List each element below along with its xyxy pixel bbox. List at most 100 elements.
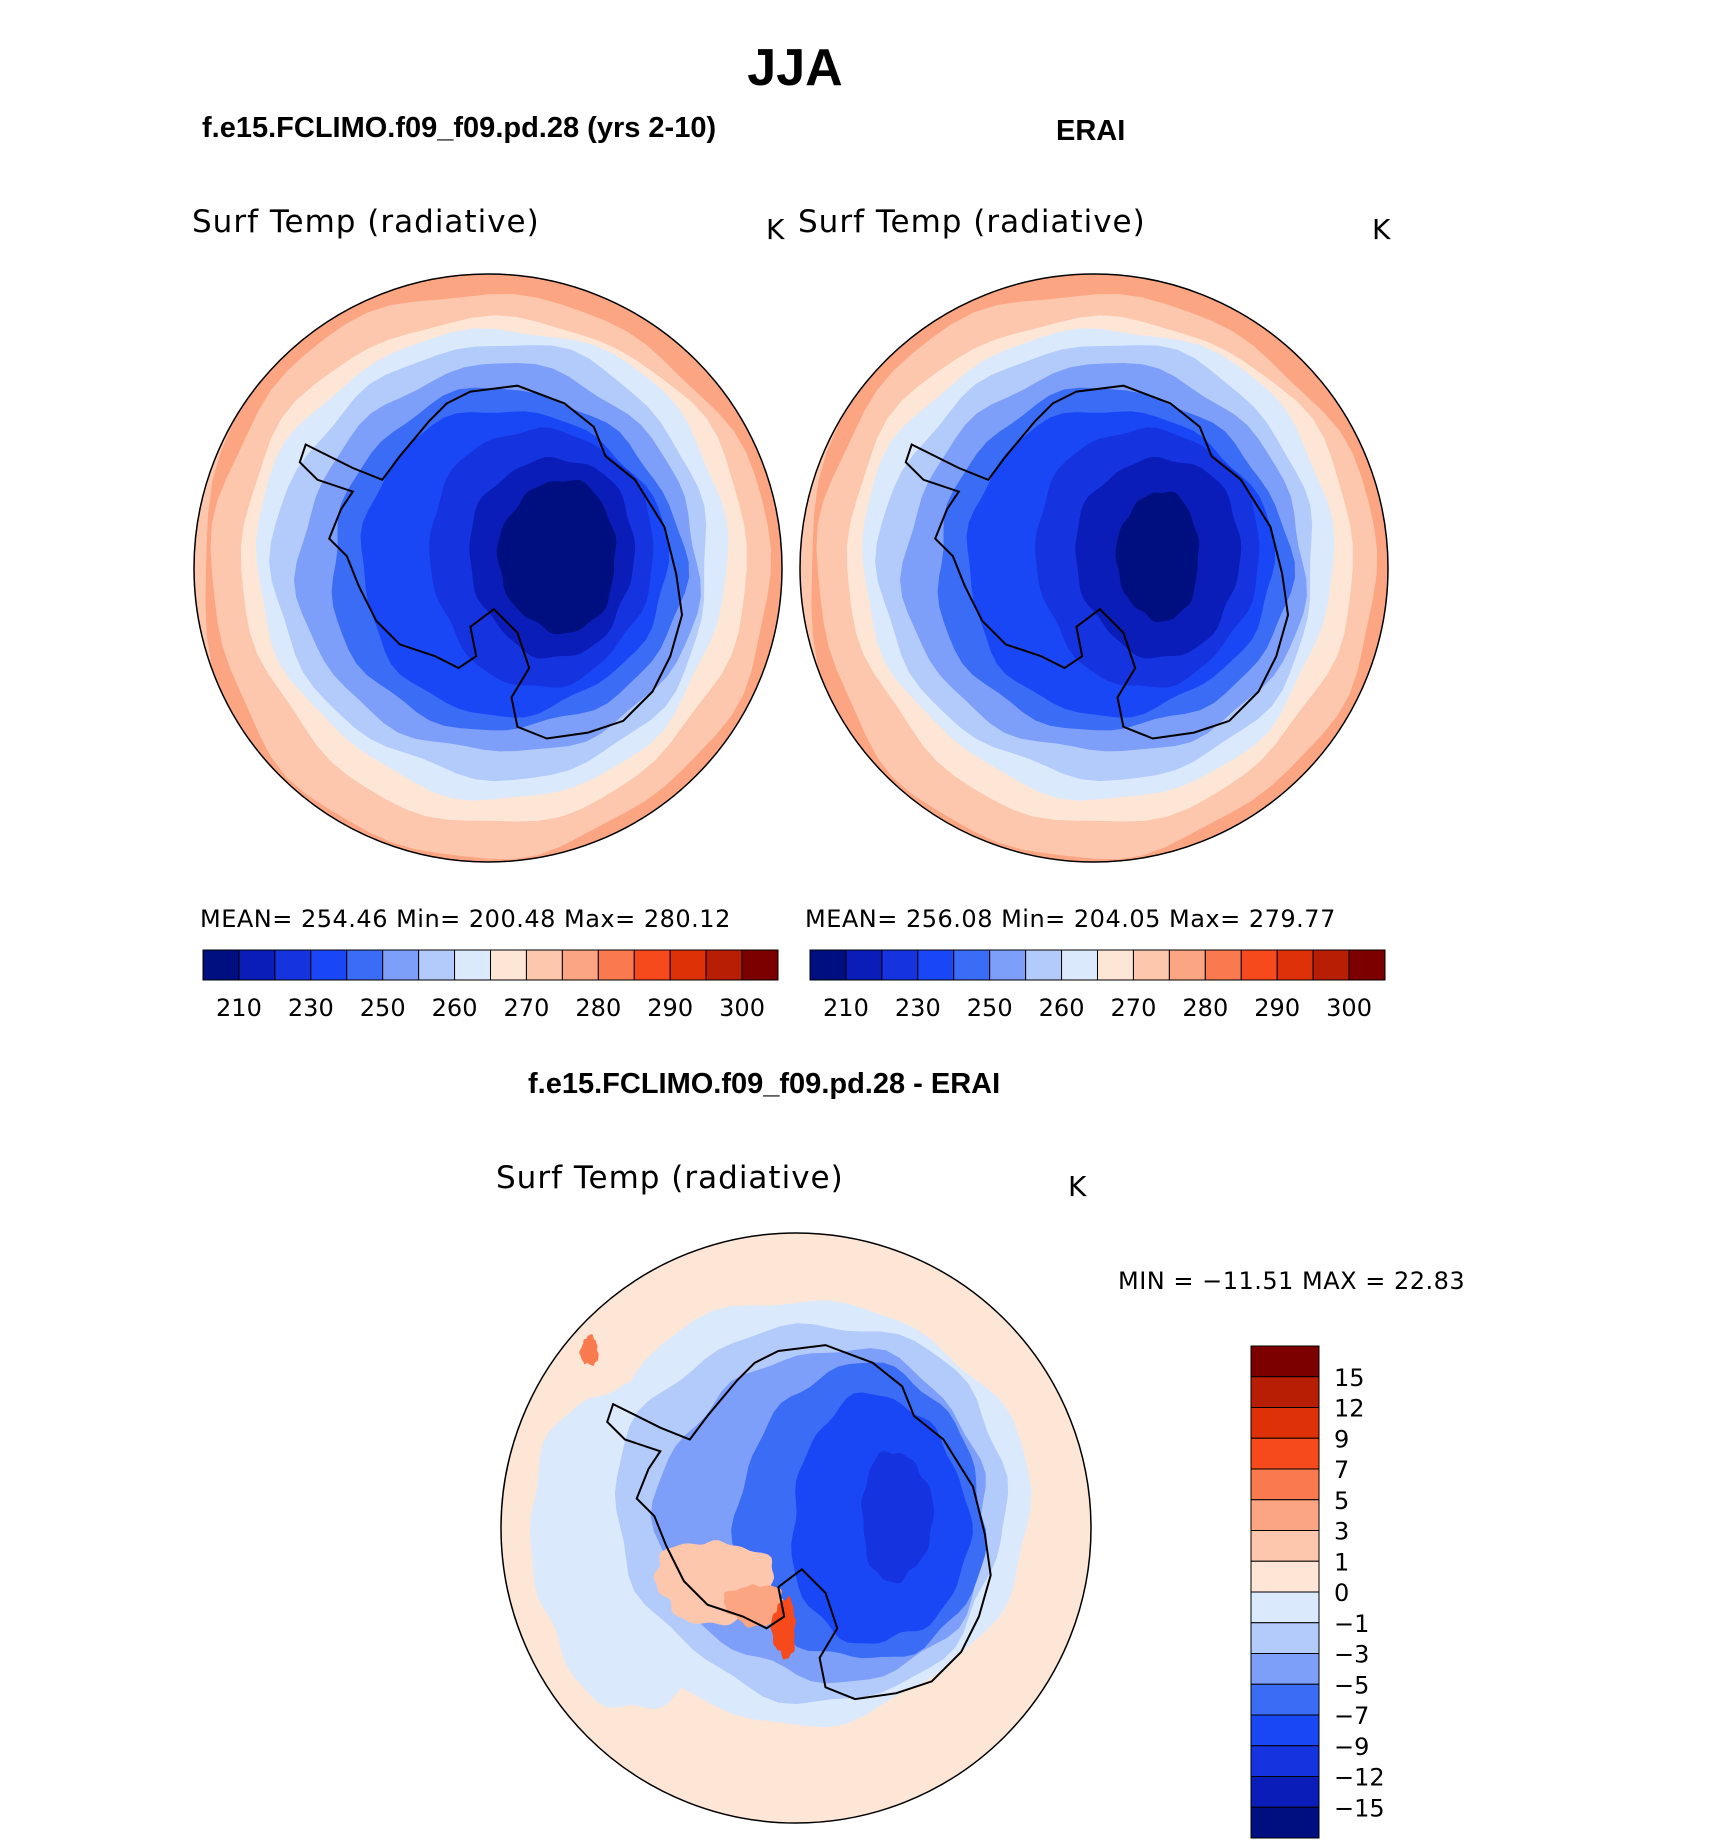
colorbar-box bbox=[705, 949, 743, 981]
colorbar-tick-label: 3 bbox=[1334, 1518, 1349, 1546]
colorbar-box bbox=[1204, 949, 1242, 981]
colorbar-tick-label: 210 bbox=[216, 994, 262, 1022]
panel1-variable-label: Surf Temp (radiative) bbox=[192, 204, 540, 240]
colorbar-tick-label: 12 bbox=[1334, 1395, 1365, 1423]
colorbar-box bbox=[1250, 1653, 1320, 1685]
colorbar-tick-label: 15 bbox=[1334, 1364, 1365, 1392]
colorbar-box bbox=[809, 949, 847, 981]
colorbar-box bbox=[741, 949, 779, 981]
colorbar-box bbox=[1250, 1345, 1320, 1378]
colorbar-box bbox=[1097, 949, 1134, 981]
panel2-units: K bbox=[1372, 213, 1391, 246]
colorbar-box bbox=[1250, 1683, 1320, 1716]
panel1-map-border bbox=[193, 273, 783, 863]
coastline bbox=[298, 384, 684, 740]
panel2-colorbar: 210 230 250 260 270 280 290 300 bbox=[809, 949, 1386, 1022]
colorbar-tick-label: 0 bbox=[1334, 1579, 1349, 1607]
colorbar-tick-label: −12 bbox=[1334, 1764, 1385, 1792]
colorbar-tick-label: 290 bbox=[647, 994, 693, 1022]
plateau-core bbox=[496, 479, 617, 635]
colorbar-box bbox=[274, 949, 312, 981]
diff-title: f.e15.FCLIMO.f09_f09.pd.28 - ERAI bbox=[528, 1068, 1001, 1100]
colorbar-tick-label: 250 bbox=[360, 994, 406, 1022]
colorbar-box bbox=[382, 949, 420, 981]
colorbar-box bbox=[490, 949, 527, 981]
colorbar-box bbox=[238, 949, 276, 981]
colorbar-tick-label: 1 bbox=[1334, 1548, 1349, 1576]
colorbar-box bbox=[1240, 949, 1278, 981]
colorbar-tick-label: 270 bbox=[504, 994, 550, 1022]
colorbar-box bbox=[1250, 1714, 1320, 1747]
colorbar-tick-label: 9 bbox=[1334, 1425, 1349, 1453]
colorbar-box bbox=[1250, 1806, 1320, 1839]
panel1-colorbar: 210 230 250 260 270 280 290 300 bbox=[202, 949, 779, 1022]
panel1-stats: MEAN= 254.46 Min= 200.48 Max= 280.12 bbox=[200, 905, 731, 933]
colorbar-box bbox=[454, 949, 491, 981]
coastline bbox=[904, 384, 1290, 740]
colorbar-box bbox=[881, 949, 919, 981]
colorbar-tick-label: 260 bbox=[432, 994, 478, 1022]
colorbar-tick-label: 290 bbox=[1254, 994, 1300, 1022]
colorbar-box bbox=[1250, 1499, 1320, 1531]
colorbar-box bbox=[1132, 949, 1170, 981]
colorbar-box bbox=[1250, 1468, 1320, 1501]
colorbar-tick-label: −3 bbox=[1334, 1641, 1369, 1669]
panel1-units: K bbox=[766, 213, 785, 246]
colorbar-box bbox=[917, 949, 955, 981]
panel3-stats: MIN = −11.51 MAX = 22.83 bbox=[1118, 1267, 1466, 1295]
colorbar-box bbox=[1276, 949, 1314, 981]
colorbar-tick-label: 260 bbox=[1039, 994, 1085, 1022]
colorbar-box bbox=[1250, 1745, 1320, 1777]
colorbar-box bbox=[1168, 949, 1206, 981]
colorbar-box bbox=[1061, 949, 1098, 981]
colorbar-box bbox=[418, 949, 456, 981]
colorbar-box bbox=[1250, 1376, 1320, 1408]
colorbar-tick-label: −5 bbox=[1334, 1671, 1369, 1699]
colorbar-tick-label: 230 bbox=[895, 994, 941, 1022]
colorbar-box bbox=[1250, 1560, 1320, 1593]
panel2-case-title: ERAI bbox=[1056, 115, 1126, 147]
colorbar-tick-label: −15 bbox=[1334, 1794, 1385, 1822]
colorbar-box bbox=[1312, 949, 1350, 981]
colorbar-tick-label: −9 bbox=[1334, 1733, 1369, 1761]
colorbar-box bbox=[1250, 1407, 1320, 1439]
colorbar-box bbox=[561, 949, 599, 981]
colorbar-tick-label: 5 bbox=[1334, 1487, 1349, 1515]
colorbar-box bbox=[1025, 949, 1063, 981]
colorbar-box bbox=[953, 949, 991, 981]
diff-colorbar: 15 129 7 5 31 0 −1 −3−5 −7 −9 −12−15 bbox=[1250, 1345, 1385, 1839]
panel1-map bbox=[194, 274, 782, 862]
panel2-map bbox=[800, 274, 1388, 862]
panel3-variable-label: Surf Temp (radiative) bbox=[496, 1160, 844, 1196]
colorbar-box bbox=[597, 949, 635, 981]
panel1-case-title: f.e15.FCLIMO.f09_f09.pd.28 (yrs 2-10) bbox=[202, 112, 717, 144]
colorbar-box bbox=[845, 949, 883, 981]
colorbar-tick-label: −1 bbox=[1334, 1610, 1369, 1638]
colorbar-tick-label: 7 bbox=[1334, 1456, 1349, 1484]
diff-map-border bbox=[500, 1232, 1092, 1824]
plateau-core bbox=[1115, 491, 1200, 623]
coastline bbox=[606, 1344, 992, 1701]
diff-core-9 bbox=[861, 1450, 934, 1584]
panel2-map-border bbox=[799, 273, 1389, 863]
colorbar-box bbox=[1250, 1776, 1320, 1808]
colorbar-tick-label: −7 bbox=[1334, 1702, 1369, 1730]
diff-warm-tam bbox=[770, 1595, 796, 1660]
colorbar-tick-label: 230 bbox=[288, 994, 334, 1022]
colorbar-box bbox=[1250, 1437, 1320, 1470]
panel3-units: K bbox=[1068, 1170, 1087, 1203]
panel2-stats: MEAN= 256.08 Min= 204.05 Max= 279.77 bbox=[805, 905, 1336, 933]
main-title: JJA bbox=[747, 39, 843, 97]
colorbar-tick-label: 280 bbox=[575, 994, 621, 1022]
colorbar-box bbox=[669, 949, 707, 981]
colorbar-box bbox=[633, 949, 671, 981]
diff-map bbox=[501, 1233, 1091, 1823]
colorbar-box bbox=[1250, 1591, 1320, 1624]
colorbar-tick-label: 250 bbox=[967, 994, 1013, 1022]
colorbar-box bbox=[202, 949, 240, 981]
colorbar-tick-label: 300 bbox=[719, 994, 765, 1022]
colorbar-tick-label: 300 bbox=[1326, 994, 1372, 1022]
colorbar-box bbox=[989, 949, 1027, 981]
diff-warm-peninsula bbox=[579, 1334, 599, 1366]
